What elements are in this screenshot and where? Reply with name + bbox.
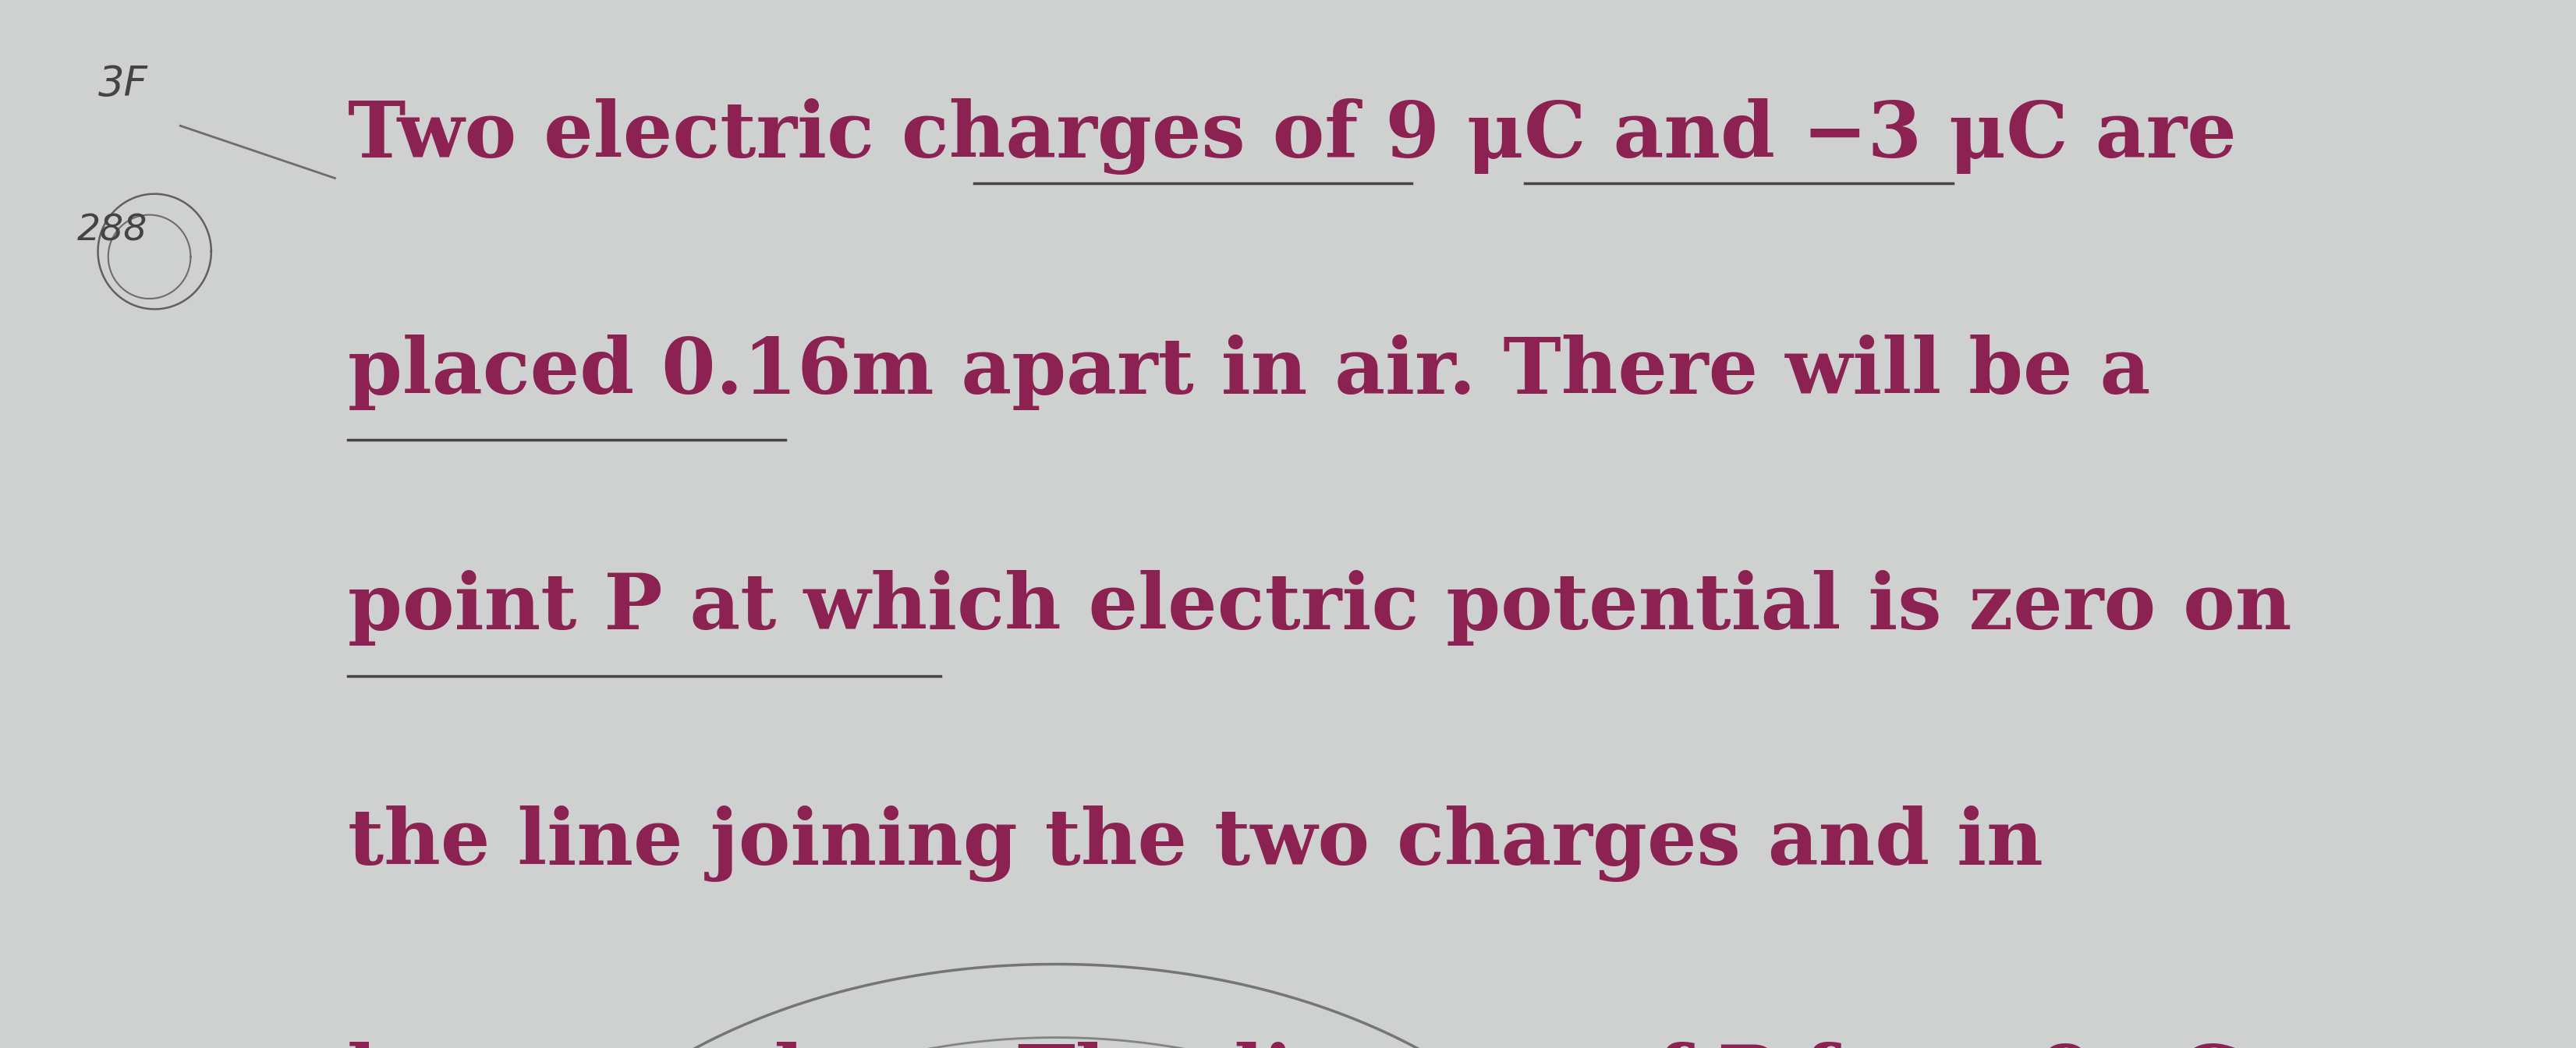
- Text: between them. The distance of P from 9 μC: between them. The distance of P from 9 μ…: [348, 1042, 2241, 1048]
- Text: 3F: 3F: [98, 64, 147, 104]
- Text: the line joining the two charges and in: the line joining the two charges and in: [348, 806, 2043, 881]
- Text: point P at which electric potential is zero on: point P at which electric potential is z…: [348, 570, 2293, 646]
- Text: Two electric charges of 9 μC and −3 μC are: Two electric charges of 9 μC and −3 μC a…: [348, 99, 2236, 174]
- Text: placed 0.16m apart in air. There will be a: placed 0.16m apart in air. There will be…: [348, 334, 2151, 410]
- Text: 288: 288: [77, 213, 147, 248]
